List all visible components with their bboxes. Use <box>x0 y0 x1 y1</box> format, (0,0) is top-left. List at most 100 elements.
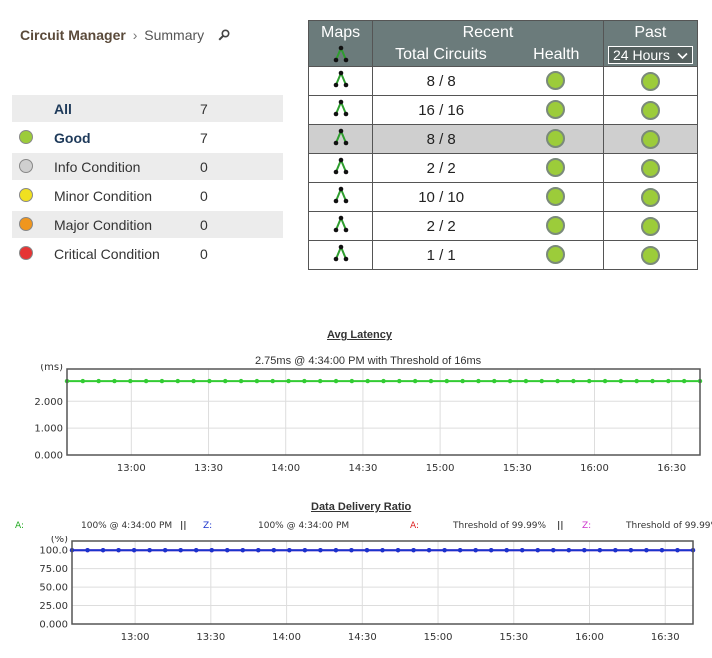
recent-cell: 2 / 2 <box>372 211 604 241</box>
data-point <box>349 378 355 384</box>
summary-row-critical[interactable]: Critical Condition 0 <box>12 240 283 267</box>
total-circuits-header: Total Circuits <box>395 46 487 63</box>
legend-a-threshold: Threshold of 99.99% <box>453 521 547 531</box>
summary-count: 0 <box>200 159 208 175</box>
table-row[interactable]: 16 / 16 <box>307 95 699 125</box>
summary-count: 0 <box>200 188 208 204</box>
search-icon[interactable] <box>218 28 230 44</box>
past-cell <box>602 182 699 212</box>
summary-count: 7 <box>200 130 208 146</box>
data-point <box>644 548 649 553</box>
data-point <box>270 378 275 384</box>
map-icon[interactable] <box>331 243 351 267</box>
data-point <box>523 378 529 384</box>
total-circuits-value: 2 / 2 <box>426 160 456 177</box>
x-tick-label: 15:00 <box>424 632 453 643</box>
y-tick-label: 75.00 <box>39 564 68 575</box>
data-point <box>287 548 292 553</box>
table-row[interactable]: 8 / 8 <box>307 66 699 96</box>
map-cell <box>307 182 374 212</box>
summary-row-info[interactable]: Info Condition 0 <box>12 153 283 180</box>
y-tick-label: 0.000 <box>39 620 68 631</box>
map-icon[interactable] <box>331 185 351 209</box>
data-point <box>571 378 576 384</box>
data-point <box>318 378 323 384</box>
past-status-icon <box>640 216 660 236</box>
summary-row-all[interactable]: All 7 <box>12 95 283 122</box>
breadcrumb-separator: › <box>132 27 138 43</box>
past-status-icon <box>640 158 660 178</box>
past-cell <box>602 240 699 270</box>
summary-row-minor[interactable]: Minor Condition 0 <box>12 182 283 209</box>
legend-a-value: 100% @ 4:34:00 PM <box>81 521 173 531</box>
table-row[interactable]: 2 / 2 <box>307 211 699 241</box>
summary-label: Critical Condition <box>54 246 160 262</box>
x-tick-label: 14:30 <box>348 632 377 643</box>
data-point <box>681 378 687 384</box>
summary-label: All <box>54 101 72 117</box>
x-tick-label: 15:00 <box>426 463 455 474</box>
data-point <box>460 378 465 384</box>
data-point <box>207 378 212 384</box>
past-cell <box>602 66 699 96</box>
map-icon[interactable] <box>331 69 351 93</box>
plot-frame <box>71 540 694 625</box>
x-tick-label: 13:30 <box>194 463 223 474</box>
total-circuits-value: 1 / 1 <box>426 247 456 264</box>
table-row[interactable]: 1 / 1 <box>307 240 699 270</box>
map-icon[interactable] <box>331 156 351 180</box>
data-point <box>444 378 449 384</box>
breadcrumb-app-title[interactable]: Circuit Manager <box>20 27 126 43</box>
past-cell <box>602 153 699 183</box>
summary-label: Info Condition <box>54 159 141 175</box>
y-tick-label: 25.00 <box>39 601 68 612</box>
summary-label: Minor Condition <box>54 188 153 204</box>
data-point <box>256 548 261 553</box>
table-row[interactable]: 2 / 2 <box>307 153 699 183</box>
data-point <box>364 548 370 553</box>
summary-row-major[interactable]: Major Condition 0 <box>12 211 283 238</box>
info-status-icon <box>19 159 33 173</box>
data-point <box>555 378 560 384</box>
table-row[interactable]: 8 / 8 <box>307 124 699 154</box>
data-point <box>286 378 291 384</box>
recent-column-header: Recent Total Circuits Health <box>372 20 604 67</box>
health-status-icon <box>546 158 566 177</box>
chevron-down-icon <box>677 52 688 60</box>
x-tick-label: 15:30 <box>503 463 532 474</box>
data-point <box>112 378 117 384</box>
data-point <box>333 548 339 553</box>
y-axis-unit: (ms) <box>40 364 63 373</box>
period-select[interactable]: 24 Hours <box>608 46 693 64</box>
data-point <box>650 378 655 384</box>
critical-status-icon <box>19 246 33 260</box>
period-select-value: 24 Hours <box>613 47 670 63</box>
plot-area <box>72 541 693 624</box>
past-header-label: Past <box>634 24 667 41</box>
data-point <box>412 378 418 384</box>
data-point <box>566 548 571 553</box>
past-status-icon <box>640 187 660 207</box>
map-icon[interactable] <box>331 98 351 122</box>
all-maps-icon[interactable] <box>309 44 372 66</box>
summary-row-good[interactable]: Good 7 <box>12 124 283 151</box>
total-circuits-value: 16 / 16 <box>418 102 465 119</box>
data-point <box>507 378 513 384</box>
data-point <box>587 378 592 384</box>
table-row[interactable]: 10 / 10 <box>307 182 699 212</box>
recent-cell: 8 / 8 <box>372 124 604 154</box>
map-cell <box>307 124 374 154</box>
data-point <box>397 378 402 384</box>
delivery-chart: 13:00 13:30 14:00 14:30 15:00 15:30 16:00 16:30… <box>39 536 696 643</box>
data-point <box>411 548 416 553</box>
data-point <box>302 378 307 384</box>
recent-cell: 2 / 2 <box>372 153 604 183</box>
past-status-icon <box>640 129 660 149</box>
map-icon[interactable] <box>331 127 351 151</box>
recent-header-label: Recent <box>462 24 514 41</box>
x-tick-label: 14:00 <box>271 463 300 474</box>
legend-a-threshold-label: A: <box>410 521 420 531</box>
data-point <box>131 548 137 553</box>
data-point <box>100 548 106 553</box>
map-icon[interactable] <box>331 214 351 238</box>
